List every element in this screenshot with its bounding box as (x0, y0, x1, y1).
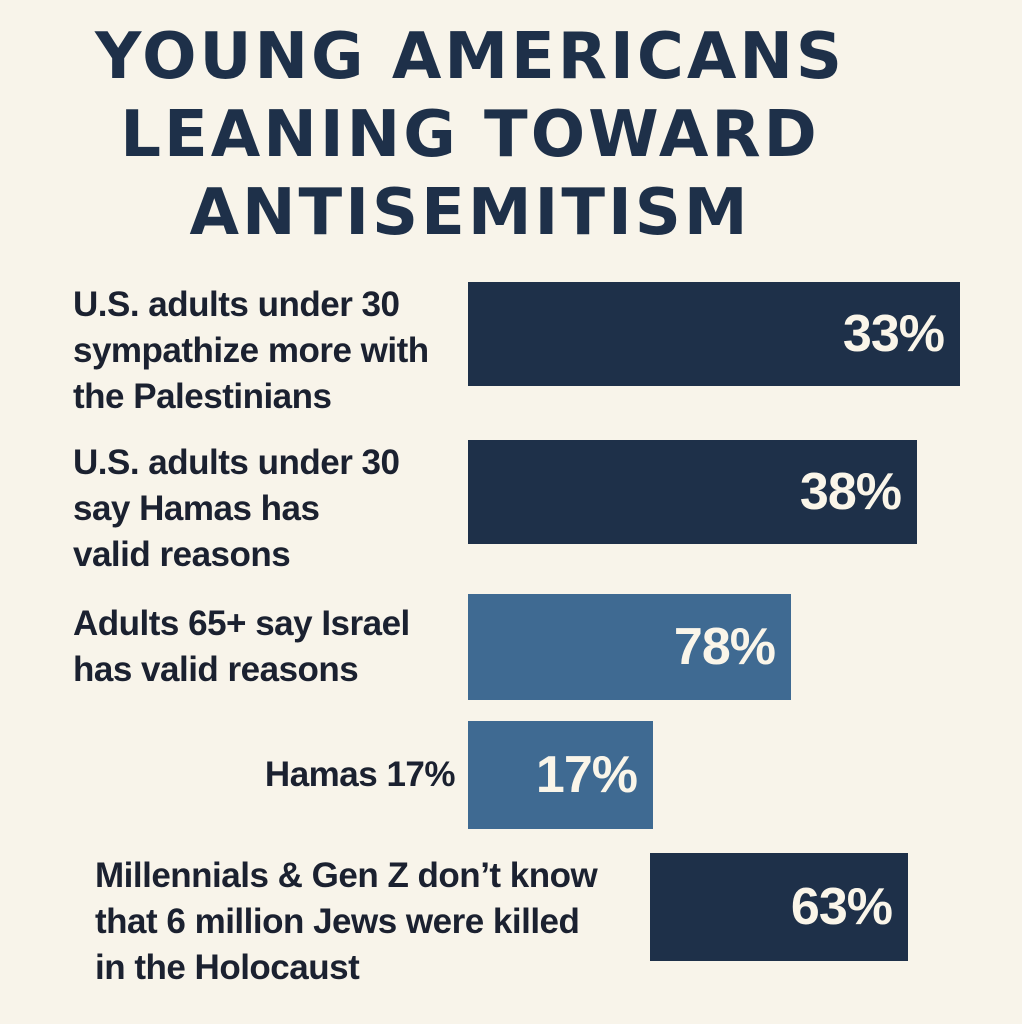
bar: 63% (650, 853, 908, 961)
category-label: Adults 65+ say Israel has valid reasons (73, 601, 410, 693)
value-label: 63% (790, 878, 893, 936)
category-label: Millennials & Gen Z don’t know that 6 mil… (95, 853, 598, 991)
bar: 33% (468, 282, 960, 386)
category-label-line: in the Holocaust (95, 948, 360, 987)
category-label-line: Adults 65+ say Israel (73, 604, 410, 643)
category-label-line: Hamas 17% (264, 755, 456, 794)
value-label: 33% (842, 305, 945, 363)
value-label: 17% (535, 746, 638, 804)
category-label-line: valid reasons (73, 535, 291, 574)
title-line: YOUNG AMERICANS (95, 20, 845, 94)
title-line: LEANING TOWARD (120, 98, 820, 172)
category-label-line: has valid reasons (73, 650, 359, 689)
chart-title: YOUNG AMERICANS LEANING TOWARD ANTISEMIT… (60, 18, 880, 252)
bar: 38% (468, 440, 917, 544)
title-line: ANTISEMITISM (189, 176, 751, 250)
bar: 17% (468, 721, 653, 829)
category-label-line: U.S. adults under 30 (73, 443, 400, 482)
bar: 78% (468, 594, 791, 700)
category-label-line: Millennials & Gen Z don’t know (95, 856, 598, 895)
value-label: 78% (673, 618, 776, 676)
category-label-line: sympathize more with (73, 331, 429, 370)
category-label-line: the Palestinians (73, 377, 332, 416)
value-label: 38% (799, 463, 902, 521)
category-label-line: U.S. adults under 30 (73, 285, 400, 324)
category-label-line: say Hamas has (73, 489, 320, 528)
category-label-line: that 6 million Jews were killed (95, 902, 580, 941)
category-label: Hamas 17% (264, 752, 456, 798)
category-label: U.S. adults under 30 sympathize more with… (73, 282, 429, 420)
category-label: U.S. adults under 30 say Hamas has valid r… (73, 440, 400, 578)
